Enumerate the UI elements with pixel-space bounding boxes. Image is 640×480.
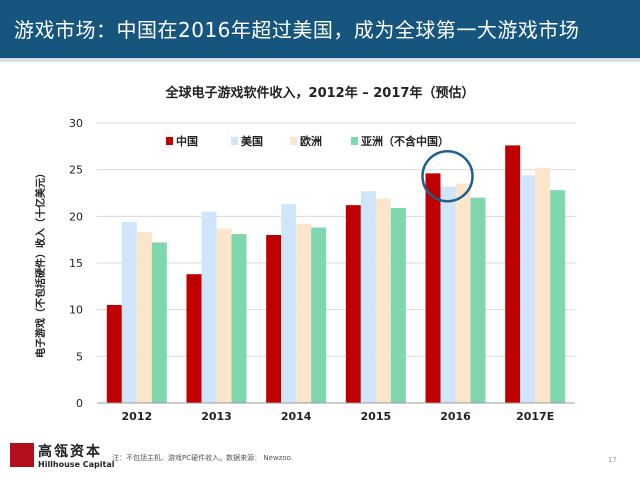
y-axis-label: 电子游戏（不包括硬件）收入（十亿美元） xyxy=(34,168,47,358)
page-number: 17 xyxy=(608,456,617,464)
bar-2015-0 xyxy=(345,205,361,403)
bar-2013-3 xyxy=(231,234,247,403)
bar-2016-1 xyxy=(440,186,456,403)
legend-label: 亚洲（不含中国） xyxy=(361,134,449,148)
x-tick-label: 2017E xyxy=(516,410,554,423)
slide-title: 游戏市场：中国在2016年超过美国，成为全球第一大游戏市场 xyxy=(14,18,580,42)
legend-layer: 中国 美国 欧洲 亚洲（不含中国） xyxy=(166,134,449,148)
y-tick-label: 20 xyxy=(69,210,83,223)
y-tick-label: 25 xyxy=(69,164,83,177)
legend-label: 中国 xyxy=(176,134,198,148)
bar-2016-2 xyxy=(455,183,471,403)
legend-label: 欧洲 xyxy=(300,134,322,148)
bar-2015-2 xyxy=(375,198,391,403)
header-divider xyxy=(0,58,640,62)
bar-2015-3 xyxy=(390,207,406,403)
bars-layer xyxy=(106,145,566,403)
bar-2013-0 xyxy=(186,274,202,403)
y-tick-label: 30 xyxy=(69,117,83,130)
chart-title: 全球电子游戏软件收入，2012年 – 2017年（预估） xyxy=(165,86,475,101)
legend-label: 美国 xyxy=(241,134,263,148)
highlight-circle xyxy=(421,149,474,203)
annotation-layer xyxy=(421,149,474,203)
y-tick-label: 0 xyxy=(76,397,83,410)
bar-2013-2 xyxy=(216,228,232,403)
bar-2014-2 xyxy=(296,223,312,403)
brand-name-cn: 高瓴资本 xyxy=(38,444,102,460)
bar-2016-0 xyxy=(425,173,441,403)
legend-swatch xyxy=(231,137,238,145)
bar-2012-2 xyxy=(136,232,152,403)
bar-2015-1 xyxy=(360,191,376,403)
bar-chart: 0 5 10 15 20 25 30 电子游戏（不包括硬件）收入（十亿美元） 2012 2013 2… xyxy=(34,117,575,423)
bar-2014-0 xyxy=(266,235,282,403)
y-tick-label: 5 xyxy=(76,350,83,363)
y-tick-label: 15 xyxy=(69,257,83,270)
x-tick-label: 2013 xyxy=(201,410,232,423)
legend-swatch xyxy=(351,137,358,145)
bar-2012-0 xyxy=(106,305,122,403)
slide-header: 游戏市场：中国在2016年超过美国，成为全球第一大游戏市场 xyxy=(0,0,640,58)
bar-2016-3 xyxy=(470,197,486,403)
bar-2013-1 xyxy=(201,211,217,403)
legend-swatch xyxy=(290,137,297,145)
bar-2017E-1 xyxy=(520,175,536,403)
company-logo xyxy=(10,443,34,467)
bar-2012-1 xyxy=(121,221,137,403)
x-tick-label: 2015 xyxy=(361,410,392,423)
bar-2014-3 xyxy=(311,227,327,403)
footnote: 注：不包括主机、游戏PC硬件收入。数据来源： Newzoo. xyxy=(112,454,293,462)
bar-2014-1 xyxy=(281,204,297,403)
x-tick-label: 2014 xyxy=(281,410,312,423)
bar-2017E-3 xyxy=(550,190,566,403)
legend-swatch xyxy=(166,137,173,145)
brand-name-en: Hillhouse Capital xyxy=(38,460,115,469)
x-tick-label: 2016 xyxy=(440,410,471,423)
y-tick-label: 10 xyxy=(69,304,83,317)
bar-2012-3 xyxy=(151,242,167,403)
grid-layer xyxy=(97,122,575,357)
bar-2017E-2 xyxy=(535,167,551,403)
axis-layer: 0 5 10 15 20 25 30 电子游戏（不包括硬件）收入（十亿美元） 2012 2013 2… xyxy=(34,117,575,423)
x-tick-label: 2012 xyxy=(122,410,153,423)
bar-2017E-0 xyxy=(505,145,521,403)
